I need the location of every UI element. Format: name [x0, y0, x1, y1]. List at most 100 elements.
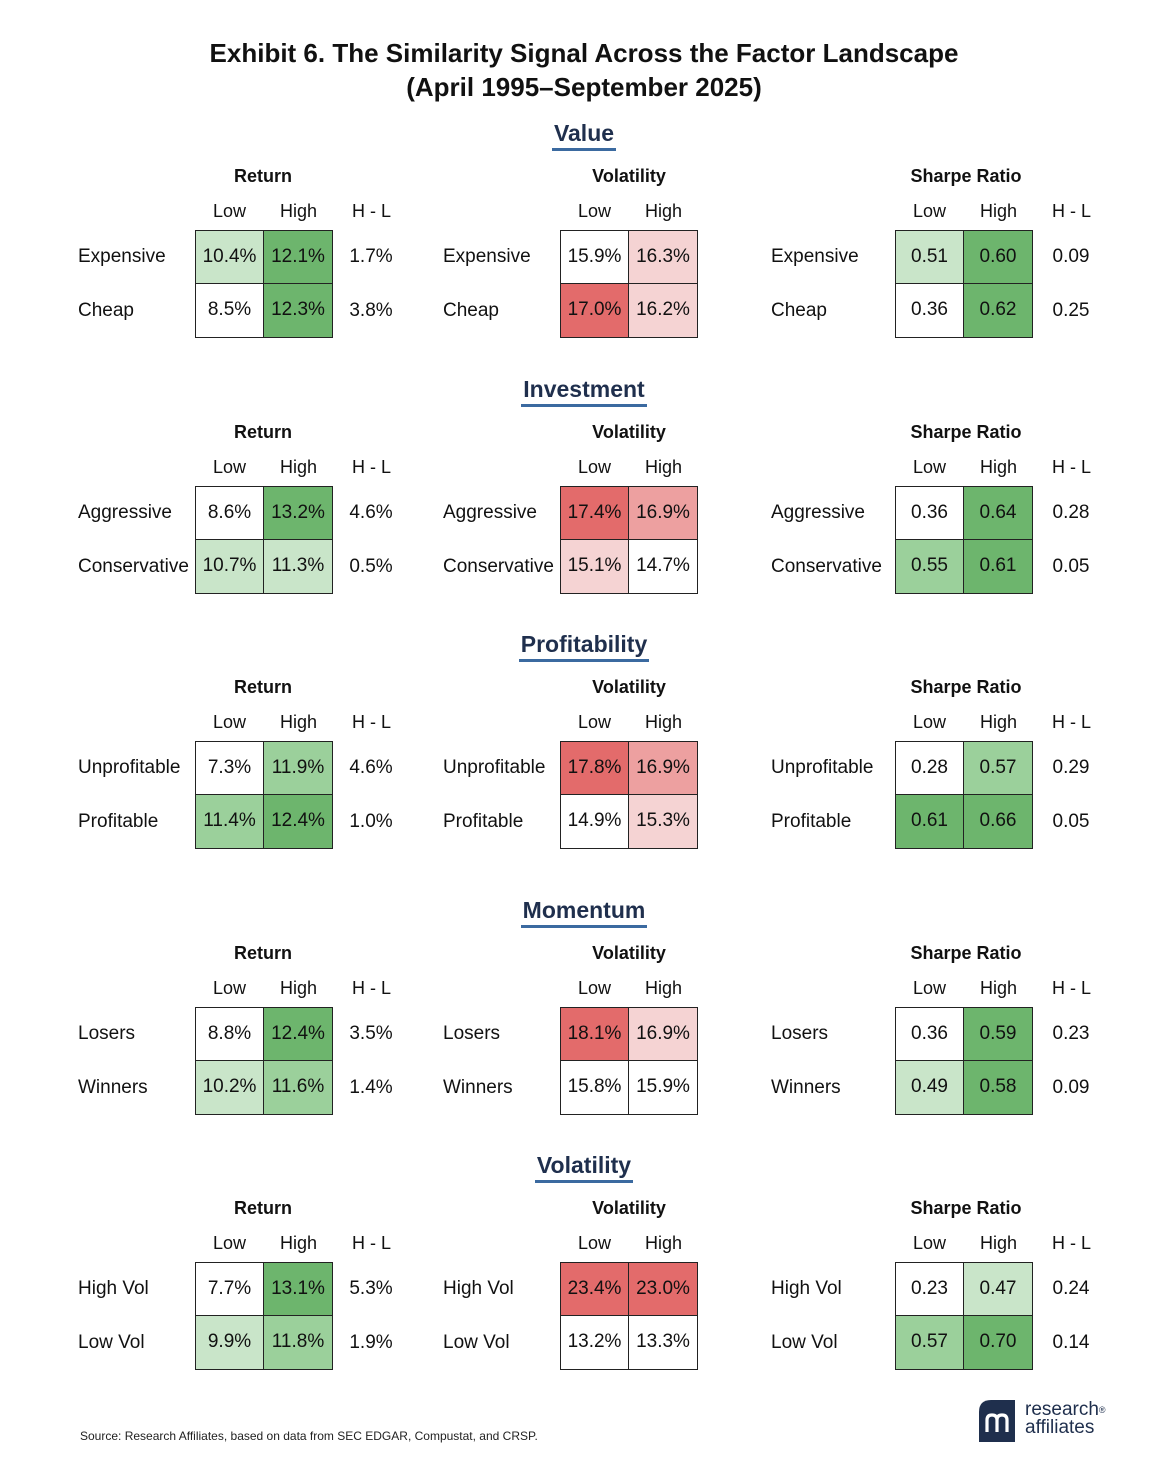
section-title-text: Value [551, 120, 617, 151]
heatmap-cell: 13.3% [628, 1315, 698, 1370]
high-minus-low-value: 1.9% [349, 1332, 393, 1353]
research-affiliates-logo-icon [979, 1400, 1015, 1442]
heatmap-cell: 0.36 [895, 283, 964, 338]
row-label: High Vol [78, 1278, 149, 1299]
panel-title-return: Return [234, 422, 292, 442]
column-header: Low [577, 712, 612, 732]
row-label: Cheap [771, 300, 827, 321]
heatmap-cell: 11.8% [263, 1315, 333, 1370]
column-header: High [644, 1233, 683, 1253]
row-label: Aggressive [443, 502, 537, 523]
high-minus-low-value: 0.09 [1052, 246, 1090, 267]
heatmap-cell: 17.4% [560, 486, 629, 540]
research-affiliates-logo: research® affiliates [977, 1398, 1107, 1444]
heatmap-cell: 16.2% [628, 283, 698, 338]
heatmap-cell: 0.59 [963, 1007, 1033, 1061]
heatmap-cell: 0.64 [963, 486, 1033, 540]
high-minus-low-value: 4.6% [349, 502, 393, 523]
panel-title-sharpe-ratio: Sharpe Ratio [910, 422, 1022, 442]
column-header: Low [577, 201, 612, 221]
heatmap-cell: 17.8% [560, 741, 629, 795]
column-header: High [979, 1233, 1018, 1253]
row-label: Expensive [443, 246, 531, 267]
column-header: High [979, 457, 1018, 477]
heatmap-cell: 0.36 [895, 486, 964, 540]
logo-wordmark: research® affiliates [1025, 1400, 1106, 1437]
section-title-value: Value [0, 120, 1168, 154]
row-label: Losers [443, 1023, 501, 1044]
heatmap-cell: 15.9% [560, 230, 629, 284]
heatmap-cell: 11.6% [263, 1060, 333, 1115]
column-header: High [279, 1233, 318, 1253]
row-label: Losers [771, 1023, 829, 1044]
heatmap-cell: 15.1% [560, 539, 629, 594]
row-label: Unprofitable [78, 757, 181, 778]
panel-title-return: Return [234, 1198, 292, 1218]
heatmap-cell: 0.55 [895, 539, 964, 594]
row-label: Expensive [771, 246, 859, 267]
high-minus-low-value: 1.0% [349, 811, 393, 832]
high-minus-low-value: 0.09 [1052, 1077, 1090, 1098]
section-title-text: Investment [521, 376, 647, 407]
high-minus-low-value: 0.28 [1052, 502, 1090, 523]
column-header: Low [912, 1233, 947, 1253]
high-minus-low-value: 3.8% [349, 300, 393, 321]
panel-title-return: Return [234, 166, 292, 186]
row-label: High Vol [771, 1278, 842, 1299]
row-label: Winners [78, 1077, 148, 1098]
heatmap-cell: 16.9% [628, 1007, 698, 1061]
heatmap-cell: 12.4% [263, 1007, 333, 1061]
heatmap-cell: 8.6% [195, 486, 264, 540]
column-header: H - L [1051, 978, 1091, 998]
heatmap-cell: 13.1% [263, 1262, 333, 1316]
column-header: Low [212, 712, 247, 732]
column-header: Low [212, 201, 247, 221]
heatmap-cell: 14.9% [560, 794, 629, 849]
panel-title-sharpe-ratio: Sharpe Ratio [910, 677, 1022, 697]
heatmap-cell: 16.3% [628, 230, 698, 284]
column-header: Low [577, 457, 612, 477]
heatmap-cell: 10.7% [195, 539, 264, 594]
heatmap-cell: 8.8% [195, 1007, 264, 1061]
heatmap-cell: 0.28 [895, 741, 964, 795]
column-header: High [644, 201, 683, 221]
column-header: H - L [351, 978, 391, 998]
column-header: H - L [351, 712, 391, 732]
column-header: H - L [1051, 457, 1091, 477]
high-minus-low-value: 4.6% [349, 757, 393, 778]
heatmap-cell: 0.70 [963, 1315, 1033, 1370]
heatmap-cell: 15.3% [628, 794, 698, 849]
column-header: Low [212, 1233, 247, 1253]
column-header: H - L [1051, 201, 1091, 221]
panel-title-volatility: Volatility [592, 422, 666, 442]
heatmap-cell: 12.4% [263, 794, 333, 849]
section-title-profitability: Profitability [0, 631, 1168, 665]
heatmap-cell: 10.4% [195, 230, 264, 284]
section-title-momentum: Momentum [0, 897, 1168, 931]
row-label: Winners [443, 1077, 513, 1098]
heatmap-cell: 0.60 [963, 230, 1033, 284]
heatmap-cell: 18.1% [560, 1007, 629, 1061]
heatmap-cell: 13.2% [263, 486, 333, 540]
column-header: Low [212, 978, 247, 998]
panel-title-volatility: Volatility [592, 677, 666, 697]
heatmap-cell: 0.66 [963, 794, 1033, 849]
column-header: Low [912, 712, 947, 732]
row-label: Conservative [771, 556, 882, 577]
high-minus-low-value: 0.24 [1052, 1278, 1090, 1299]
high-minus-low-value: 0.23 [1052, 1023, 1090, 1044]
high-minus-low-value: 0.05 [1052, 811, 1090, 832]
section-title-volatility: Volatility [0, 1152, 1168, 1186]
row-label: Low Vol [78, 1332, 145, 1353]
high-minus-low-value: 0.25 [1052, 300, 1090, 321]
column-header: Low [912, 457, 947, 477]
heatmap-cell: 15.8% [560, 1060, 629, 1115]
row-label: Unprofitable [771, 757, 874, 778]
heatmap-cell: 16.9% [628, 486, 698, 540]
row-label: Conservative [78, 556, 189, 577]
row-label: Cheap [443, 300, 499, 321]
high-minus-low-value: 1.7% [349, 246, 393, 267]
panel-title-sharpe-ratio: Sharpe Ratio [910, 1198, 1022, 1218]
row-label: Profitable [443, 811, 524, 832]
heatmap-cell: 11.9% [263, 741, 333, 795]
